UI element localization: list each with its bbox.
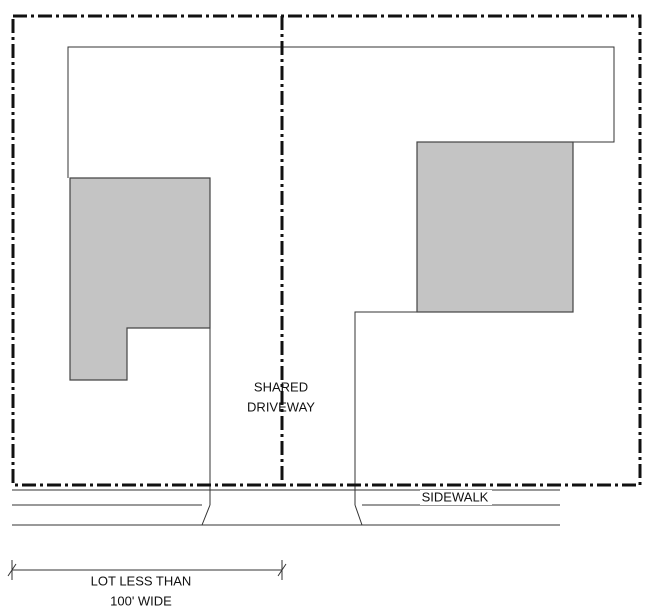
lot-boundary — [11, 14, 642, 487]
left-house — [69, 177, 211, 381]
sidewalk-label: SIDEWALK — [422, 489, 489, 504]
label-bg — [420, 490, 492, 505]
dimension-line — [7, 560, 287, 580]
driveway-label: SHARED — [254, 379, 308, 394]
right-house — [416, 141, 574, 313]
driveway-label: DRIVEWAY — [247, 399, 315, 414]
lot-width-label: LOT LESS THAN — [91, 573, 192, 588]
lot-width-label: 100' WIDE — [110, 593, 172, 608]
